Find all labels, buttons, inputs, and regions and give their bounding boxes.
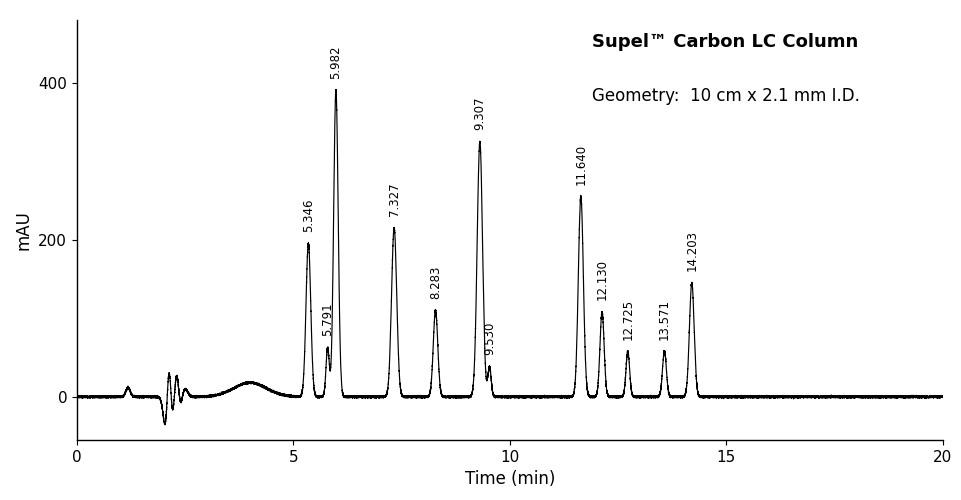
Text: 5.346: 5.346 (302, 198, 314, 232)
Y-axis label: mAU: mAU (14, 210, 33, 250)
Text: 9.530: 9.530 (482, 322, 496, 355)
Text: 13.571: 13.571 (657, 298, 670, 340)
Text: 12.725: 12.725 (621, 298, 633, 340)
Text: 7.327: 7.327 (387, 182, 400, 216)
Text: 5.982: 5.982 (329, 46, 342, 79)
Text: 11.640: 11.640 (574, 144, 587, 185)
Text: 9.307: 9.307 (473, 96, 486, 130)
Text: 5.791: 5.791 (321, 302, 333, 336)
Text: 8.283: 8.283 (429, 266, 441, 298)
Text: 14.203: 14.203 (684, 230, 698, 271)
X-axis label: Time (min): Time (min) (464, 470, 554, 488)
Text: Geometry:  10 cm x 2.1 mm I.D.: Geometry: 10 cm x 2.1 mm I.D. (591, 87, 859, 105)
Text: 12.130: 12.130 (595, 260, 608, 300)
Text: Supel™ Carbon LC Column: Supel™ Carbon LC Column (591, 32, 857, 50)
